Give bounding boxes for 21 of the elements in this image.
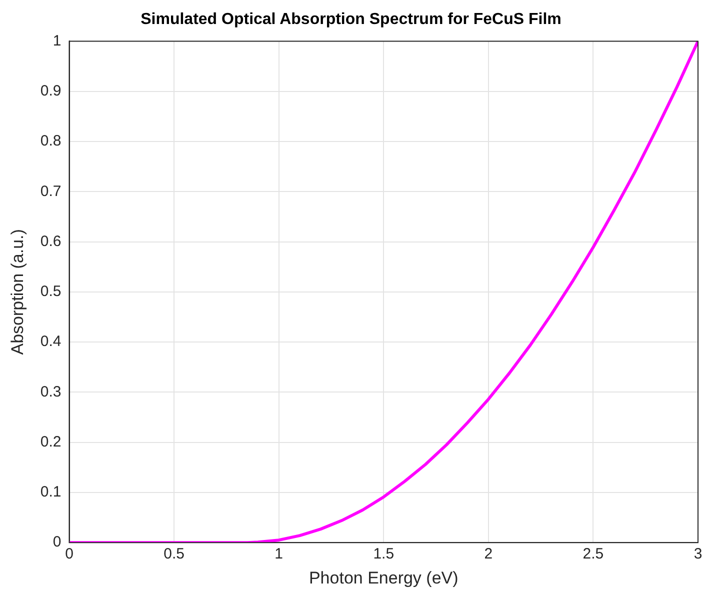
x-axis-title: Photon Energy (eV) bbox=[308, 568, 458, 588]
y-tick-label: 0.1 bbox=[40, 484, 62, 501]
y-tick-label: 0.6 bbox=[40, 232, 62, 250]
y-tick-label: 0.8 bbox=[40, 132, 62, 150]
x-tick-label: 1.5 bbox=[373, 546, 394, 563]
y-tick-label: 0.9 bbox=[40, 82, 62, 100]
y-tick-label: 0.3 bbox=[40, 383, 62, 400]
x-tick-label: 1 bbox=[274, 546, 284, 563]
chart-title: Simulated Optical Absorption Spectrum for FeCuS Film bbox=[140, 11, 562, 28]
y-tick-label: 0.4 bbox=[40, 333, 62, 350]
y-tick-label: 0.7 bbox=[40, 182, 62, 200]
x-tick-label: 0 bbox=[65, 546, 74, 563]
y-tick-label: 0.2 bbox=[40, 433, 62, 450]
x-tick-label: 2 bbox=[484, 546, 493, 563]
x-tick-label: 2.5 bbox=[582, 546, 604, 563]
y-tick-label: 0 bbox=[52, 534, 62, 551]
y-axis-title: Absorption (a.u.) bbox=[8, 229, 27, 355]
y-tick-label: 0.5 bbox=[40, 283, 62, 300]
x-tick-label: 3 bbox=[694, 546, 702, 563]
x-tick-label: 0.5 bbox=[164, 546, 184, 563]
y-tick-label: 1 bbox=[52, 32, 62, 50]
